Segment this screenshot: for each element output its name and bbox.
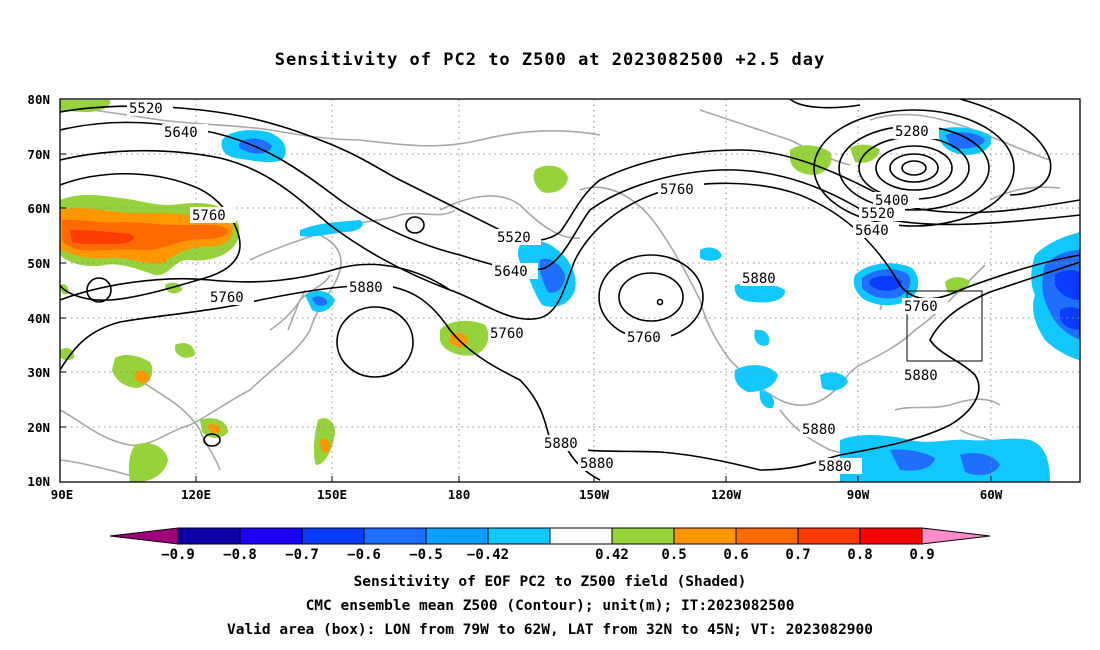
colorbar-label: −0.9 bbox=[161, 547, 195, 563]
colorbar-swatch bbox=[239, 527, 303, 545]
colorbar-swatch bbox=[363, 527, 427, 545]
colorbar-swatch bbox=[673, 527, 737, 545]
colorbar-swatch bbox=[735, 527, 799, 545]
lon-label: 150W bbox=[579, 487, 610, 502]
colorbar-label: −0.8 bbox=[223, 547, 257, 563]
colorbar-label: −0.6 bbox=[347, 547, 381, 563]
colorbar-label: 0.9 bbox=[909, 547, 934, 563]
lat-label: 40N bbox=[27, 311, 50, 326]
lon-label: 120W bbox=[711, 487, 742, 502]
contour-label: 5640 bbox=[164, 125, 198, 141]
tick-marks bbox=[60, 98, 992, 482]
contour-label: 5880 bbox=[818, 459, 852, 475]
contour-label: 5880 bbox=[904, 368, 938, 384]
colorbar-swatch bbox=[549, 527, 613, 545]
lon-label: 90W bbox=[847, 487, 870, 502]
lat-label: 50N bbox=[27, 256, 50, 271]
lon-labels: 90E 120E 150E 180 150W 120W 90W 60W bbox=[51, 487, 1003, 502]
lat-label: 70N bbox=[27, 147, 50, 162]
contour-label: 5760 bbox=[490, 326, 524, 342]
valid-area-box bbox=[906, 290, 983, 362]
contour-label: 5760 bbox=[904, 299, 938, 315]
lon-label: 150E bbox=[317, 487, 347, 502]
contour-5760-a bbox=[60, 172, 241, 301]
colorbar-label: 0.7 bbox=[785, 547, 810, 563]
contour-label: 5520 bbox=[129, 101, 163, 117]
colorbar-label: 0.8 bbox=[847, 547, 872, 563]
contour-label: 5880 bbox=[742, 271, 776, 287]
colorbar-swatch bbox=[425, 527, 489, 545]
contour-label: 5880 bbox=[349, 280, 383, 296]
colorbar-swatch bbox=[177, 527, 241, 545]
caption-line-2: CMC ensemble mean Z500 (Contour); unit(m… bbox=[305, 598, 795, 614]
map-title: Sensitivity of PC2 to Z500 at 2023082500… bbox=[274, 50, 826, 70]
colorbar-arrow-high bbox=[921, 527, 991, 545]
lat-labels: 80N 70N 60N 50N 40N 30N 20N 10N bbox=[27, 92, 50, 489]
lon-label: 90E bbox=[51, 487, 74, 502]
contour-5760-c bbox=[60, 263, 451, 301]
contour-label: 5760 bbox=[210, 290, 244, 306]
contour-label: 5520 bbox=[861, 206, 895, 222]
colorbar-swatch bbox=[859, 527, 923, 545]
contour-5760-b bbox=[60, 149, 1080, 320]
colorbar-label: −0.42 bbox=[467, 547, 509, 563]
contour-5880-east bbox=[759, 261, 1080, 471]
contour-low-greenland bbox=[813, 109, 1015, 227]
contour-label: 5880 bbox=[802, 422, 836, 438]
z500-contours bbox=[60, 99, 1080, 481]
lon-label: 180 bbox=[448, 487, 471, 502]
contour-label: 5760 bbox=[627, 330, 661, 346]
caption-line-3: Valid area (box): LON from 79W to 62W, L… bbox=[226, 622, 873, 638]
lat-label: 10N bbox=[27, 474, 50, 489]
contour-label: 5880 bbox=[580, 456, 614, 472]
colorbar-swatch bbox=[487, 527, 551, 545]
contour-5520 bbox=[60, 105, 1080, 242]
lat-label: 30N bbox=[27, 365, 50, 380]
colorbar-label: −0.5 bbox=[409, 547, 443, 563]
contour-label: 5280 bbox=[895, 124, 929, 140]
contour-labels: 5520 5640 5760 5880 5760 5520 5640 5760 … bbox=[129, 101, 938, 475]
lat-label: 80N bbox=[27, 92, 50, 107]
lat-label: 20N bbox=[27, 420, 50, 435]
colorbar-swatch bbox=[301, 527, 365, 545]
contour-label: 5640 bbox=[494, 264, 528, 280]
contour-label: 5520 bbox=[497, 230, 531, 246]
contour-high-west bbox=[336, 306, 414, 378]
colorbar-swatch bbox=[611, 527, 675, 545]
contour-label: 5760 bbox=[192, 208, 226, 224]
colorbar-label: −0.7 bbox=[285, 547, 319, 563]
contour-label: 5640 bbox=[855, 223, 889, 239]
colorbar-label: 0.42 bbox=[595, 547, 629, 563]
map-border bbox=[59, 98, 1081, 483]
colorbar: −0.9 −0.8 −0.7 −0.6 −0.5 −0.42 0.42 0.5 0.6 0.7 0.… bbox=[109, 527, 991, 563]
colorbar-label: 0.6 bbox=[723, 547, 748, 563]
colorbar-arrow-low bbox=[109, 527, 179, 545]
lon-label: 60W bbox=[980, 487, 1003, 502]
contour-label: 5880 bbox=[544, 436, 578, 452]
graticule bbox=[60, 99, 1080, 482]
colorbar-swatch bbox=[797, 527, 861, 545]
colorbar-label: 0.5 bbox=[661, 547, 686, 563]
caption-line-1: Sensitivity of EOF PC2 to Z500 field (Sh… bbox=[353, 574, 747, 590]
lon-label: 120E bbox=[181, 487, 211, 502]
lat-label: 60N bbox=[27, 201, 50, 216]
contour-label: 5760 bbox=[660, 182, 694, 198]
